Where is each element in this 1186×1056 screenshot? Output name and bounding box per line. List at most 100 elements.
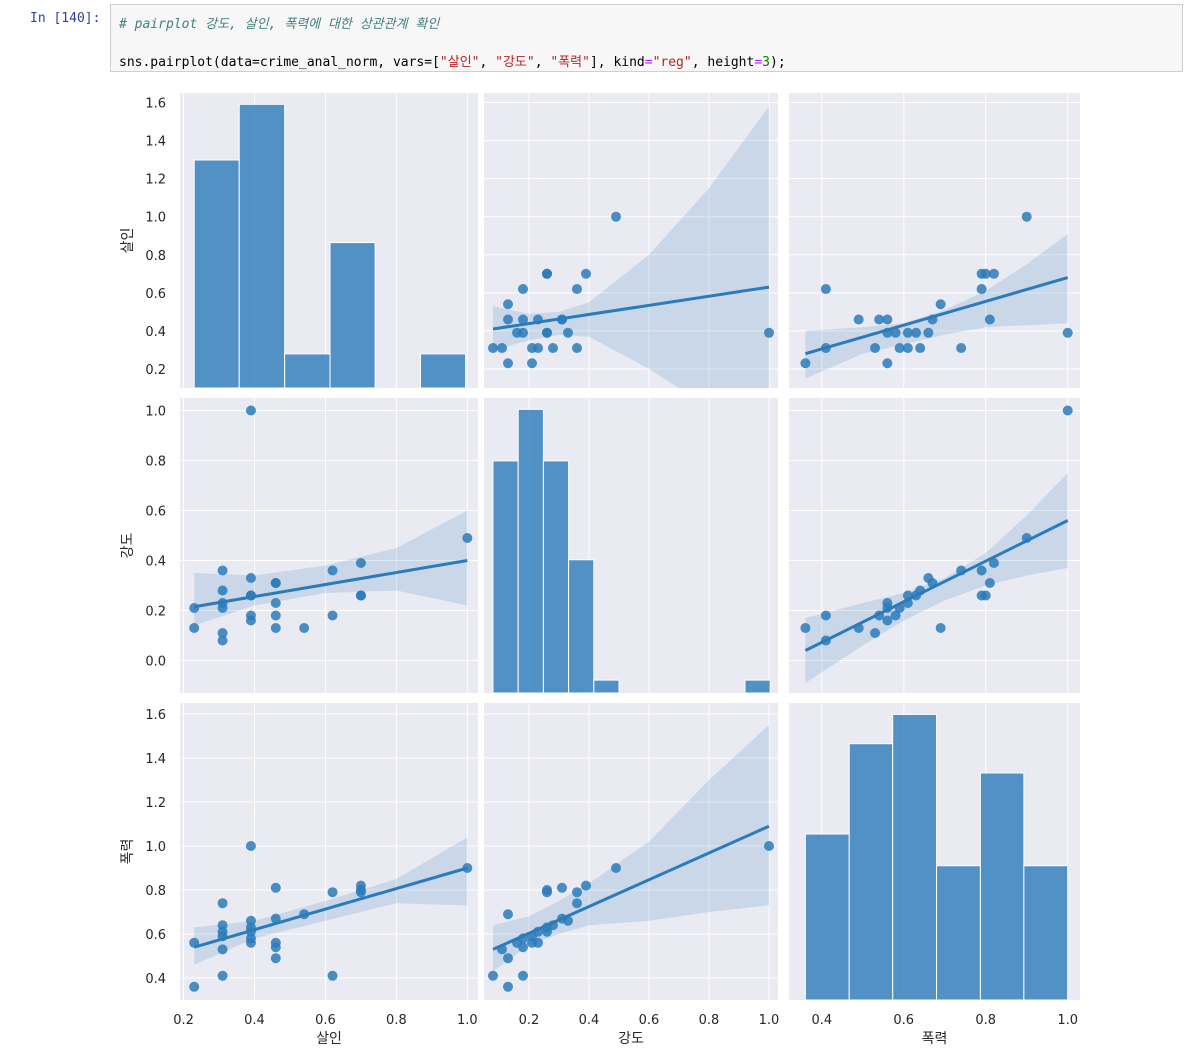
scatter-point [572, 343, 582, 354]
histogram-bar [284, 353, 331, 389]
scatter-point [874, 314, 885, 325]
x-axis-label: 살인 [316, 1031, 342, 1047]
scatter-point [245, 841, 256, 851]
scatter-point [988, 558, 999, 568]
y-tick-label: 1.2 [145, 796, 166, 811]
scatter-point [988, 268, 999, 279]
code-string: "폭력" [550, 55, 590, 70]
scatter-point [355, 880, 366, 891]
scatter-point [527, 358, 537, 369]
code-line: sns.pairplot(data=crime_anal_norm, vars=… [119, 51, 786, 70]
histogram-bar [420, 353, 467, 389]
y-tick-label: 1.6 [145, 97, 166, 112]
y-tick-label: 0.2 [145, 363, 166, 378]
scatter-point [820, 284, 831, 295]
scatter-point [462, 533, 473, 543]
code-comment: # pairplot 강도, 살인, 폭력에 대한 상관관계 확인 [119, 17, 440, 32]
scatter-point [820, 610, 831, 621]
scatter-point [581, 880, 591, 891]
scatter-point [245, 405, 256, 416]
histogram-bar [744, 679, 771, 694]
scatter-point [189, 623, 200, 633]
confidence-band [194, 837, 468, 965]
y-tick-label: 1.6 [145, 708, 166, 723]
scatter-point [217, 970, 228, 981]
scatter-point [503, 314, 513, 325]
regression-line [492, 824, 770, 951]
scatter-point [217, 628, 228, 638]
y-tick-label: 1.0 [145, 405, 166, 420]
scatter-point [915, 343, 926, 354]
x-axis-label: 폭력 [922, 1031, 948, 1047]
scatter-point [518, 327, 528, 338]
y-tick-label: 1.4 [145, 135, 166, 150]
x-tick-label: 1.0 [759, 1013, 780, 1028]
scatter-point [902, 327, 913, 338]
scatter-point [217, 944, 228, 955]
regression-line [193, 559, 468, 609]
scatter-point [488, 343, 498, 354]
histogram-bar [848, 743, 894, 1001]
histogram-bar [542, 460, 570, 694]
histogram-bar [492, 460, 519, 694]
scatter-point [548, 343, 558, 354]
panel-살인-강도 [484, 93, 778, 388]
confidence-band [493, 725, 769, 972]
scatter-point [270, 913, 281, 924]
code-part: ); [770, 55, 786, 70]
code-eq: = [644, 55, 653, 70]
scatter-point [245, 573, 256, 583]
scatter-point [488, 970, 498, 981]
code-eq: = [754, 55, 763, 70]
scatter-point [1062, 405, 1073, 416]
y-tick-label: 0.8 [145, 249, 166, 264]
x-tick-label: 1.0 [1057, 1013, 1078, 1028]
y-axis-label: 살인 [120, 228, 136, 254]
scatter-point [270, 610, 281, 621]
y-tick-label: 0.8 [145, 884, 166, 899]
scatter-point [581, 268, 591, 279]
scatter-point [327, 970, 338, 981]
scatter-point [923, 327, 934, 338]
code-cell[interactable]: # pairplot 강도, 살인, 폭력에 대한 상관관계 확인 sns.pa… [110, 4, 1183, 72]
scatter-point [270, 937, 281, 948]
scatter-point [572, 284, 582, 295]
y-tick-label: 0.6 [145, 287, 166, 302]
scatter-point [503, 981, 513, 992]
scatter-point [497, 343, 507, 354]
scatter-point [764, 327, 774, 338]
pairplot-figure: 0.2 0.4 0.6 0.8 1.0 1.2 1.4 1.6 살인 0.0 0.2 0.4 0.6 0.… [120, 93, 1080, 1047]
panel-강도-폭력 [789, 398, 1080, 693]
code-part: , [534, 55, 551, 70]
scatter-point [764, 841, 774, 851]
histogram-bar [979, 772, 1025, 1001]
scatter-point [853, 314, 864, 325]
scatter-point [911, 327, 922, 338]
scatter-point [870, 628, 881, 638]
x-tick-label: 0.2 [173, 1013, 194, 1028]
histogram-bar [804, 833, 850, 1001]
x-tick-label: 0.2 [519, 1013, 540, 1028]
y-tick-label: 0.4 [145, 972, 166, 987]
y-tick-label: 0.8 [145, 455, 166, 470]
y-tick-label: 0.0 [145, 655, 166, 670]
scatter-point [327, 610, 338, 621]
scatter-point [533, 937, 543, 948]
scatter-point [270, 953, 281, 964]
scatter-point [894, 343, 905, 354]
scatter-point [882, 598, 893, 608]
scatter-point [902, 343, 913, 354]
panel-폭력-살인 [180, 703, 478, 1000]
scatter-point [503, 909, 513, 920]
scatter-point [355, 558, 366, 568]
scatter-point [217, 565, 228, 576]
scatter-point [882, 358, 893, 369]
scatter-point [557, 882, 567, 893]
histogram-bar [892, 713, 938, 1001]
regression-line [193, 866, 468, 949]
scatter-point [890, 610, 901, 621]
regression-line [804, 276, 1069, 356]
x-tick-label: 0.6 [639, 1013, 660, 1028]
code-part: sns.pairplot(data=crime_anal_norm, [119, 55, 393, 70]
panel-살인-폭력 [789, 93, 1080, 388]
